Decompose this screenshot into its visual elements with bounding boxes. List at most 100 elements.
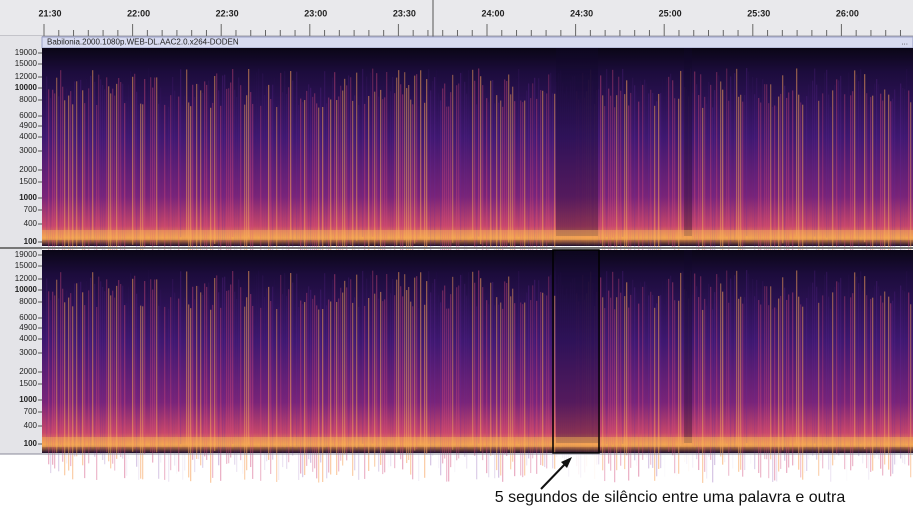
spectral-streak xyxy=(92,272,94,446)
spectral-streak xyxy=(284,273,286,447)
spectral-streak xyxy=(182,306,184,480)
spectral-streak xyxy=(132,278,134,452)
spectral-streak xyxy=(878,286,880,460)
quiet-region xyxy=(582,48,584,236)
spectral-streak xyxy=(140,103,142,272)
spectral-streak xyxy=(538,78,540,247)
spectral-streak xyxy=(72,104,74,273)
spectral-streak xyxy=(476,104,478,273)
spectral-streak xyxy=(850,297,852,471)
spectral-streak xyxy=(740,296,742,470)
spectral-streak xyxy=(500,100,502,269)
spectral-streak xyxy=(152,87,154,256)
spectral-streak xyxy=(310,87,312,256)
spectral-streak xyxy=(720,283,722,457)
spectral-streak xyxy=(124,305,126,479)
spectral-streak xyxy=(152,289,154,463)
spectral-streak xyxy=(564,295,566,469)
spectral-streak xyxy=(212,304,214,478)
low-band xyxy=(42,230,913,240)
spectral-streak xyxy=(634,85,636,254)
spectral-streak xyxy=(290,273,292,447)
spectral-streak xyxy=(222,75,224,244)
quiet-region xyxy=(590,48,592,236)
spectral-streak xyxy=(632,77,634,246)
spectral-streak xyxy=(628,307,630,481)
spectral-streak xyxy=(198,84,200,253)
spectral-streak xyxy=(372,68,374,237)
spectral-streak xyxy=(56,77,58,246)
spectral-streak xyxy=(336,302,338,476)
spectral-streak xyxy=(492,79,494,248)
spectral-streak xyxy=(866,295,868,469)
freq-label: 1000 xyxy=(19,395,37,404)
spectral-streak xyxy=(604,106,606,275)
spectral-streak xyxy=(670,73,672,242)
spectral-streak xyxy=(438,295,440,469)
spectral-streak xyxy=(642,84,644,253)
freq-label: 400 xyxy=(24,421,38,430)
quiet-region xyxy=(684,250,686,443)
ruler-label: 21:30 xyxy=(38,8,61,18)
spectral-streak xyxy=(554,295,556,469)
ruler-label: 24:30 xyxy=(570,8,593,18)
spectral-streak xyxy=(856,276,858,450)
spectral-streak xyxy=(82,90,84,259)
spectral-streak xyxy=(424,102,426,271)
spectral-streak xyxy=(208,80,210,249)
spectral-streak xyxy=(708,283,710,457)
spectral-streak xyxy=(902,289,904,463)
spectral-streak xyxy=(272,84,274,253)
spectral-streak xyxy=(624,296,626,470)
spectral-streak xyxy=(806,95,808,264)
spectral-streak xyxy=(682,69,684,238)
spectral-streak xyxy=(378,96,380,265)
spectral-streak xyxy=(466,93,468,262)
spectral-streak xyxy=(226,88,228,257)
spectral-streak xyxy=(196,285,198,459)
spectral-streak xyxy=(628,105,630,274)
spectral-streak xyxy=(802,306,804,480)
spectral-streak xyxy=(260,307,262,481)
spectral-streak xyxy=(46,278,48,452)
spectral-streak xyxy=(148,270,150,444)
spectral-streak xyxy=(110,93,112,262)
spectral-streak xyxy=(112,88,114,257)
spectral-streak xyxy=(742,303,744,477)
spectral-streak xyxy=(488,304,490,478)
spectral-streak xyxy=(848,72,850,241)
spectral-streak xyxy=(528,285,530,459)
spectral-streak xyxy=(224,74,226,243)
spectral-streak xyxy=(758,98,760,267)
spectral-streak xyxy=(526,292,528,466)
spectral-streak xyxy=(484,75,485,243)
spectral-streak xyxy=(512,86,514,255)
spectral-streak xyxy=(88,290,90,464)
spectral-streak xyxy=(648,93,650,262)
spectral-streak xyxy=(262,73,264,242)
spectral-streak xyxy=(310,289,312,463)
spectral-streak xyxy=(362,270,364,444)
spectral-streak xyxy=(156,279,158,453)
time-ruler[interactable] xyxy=(0,0,913,36)
spectral-streak xyxy=(802,104,804,273)
spectral-streak xyxy=(616,95,618,264)
spectral-streak xyxy=(70,293,72,467)
spectral-streak xyxy=(438,93,440,262)
spectral-streak xyxy=(676,101,677,269)
spectral-streak xyxy=(890,303,892,477)
track-menu[interactable]: ... xyxy=(901,38,908,47)
spectral-streak xyxy=(390,293,392,467)
spectral-streak xyxy=(304,302,306,476)
spectral-streak xyxy=(108,288,110,462)
spectral-streak xyxy=(168,106,170,275)
spectral-streak xyxy=(680,70,682,239)
track-title: Babilonia.2000.1080p.WEB-DL.AAC2.0.x264-… xyxy=(47,38,239,47)
spectral-streak xyxy=(428,271,430,445)
spectral-streak xyxy=(248,69,250,238)
spectral-streak xyxy=(656,101,658,270)
spectral-streak xyxy=(734,275,736,449)
spectral-streak xyxy=(510,296,512,470)
spectral-streak xyxy=(444,285,446,459)
